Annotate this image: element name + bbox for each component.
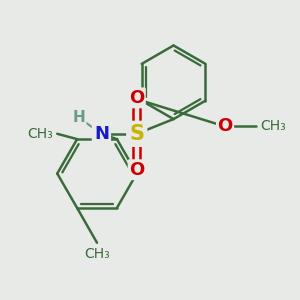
Text: CH₃: CH₃ <box>27 127 53 141</box>
Text: O: O <box>218 117 233 135</box>
Text: CH₃: CH₃ <box>84 247 110 261</box>
Text: N: N <box>94 125 109 143</box>
Text: H: H <box>73 110 86 125</box>
Text: O: O <box>129 89 144 107</box>
Text: S: S <box>129 124 144 144</box>
Text: O: O <box>129 161 144 179</box>
Text: CH₃: CH₃ <box>260 119 286 134</box>
